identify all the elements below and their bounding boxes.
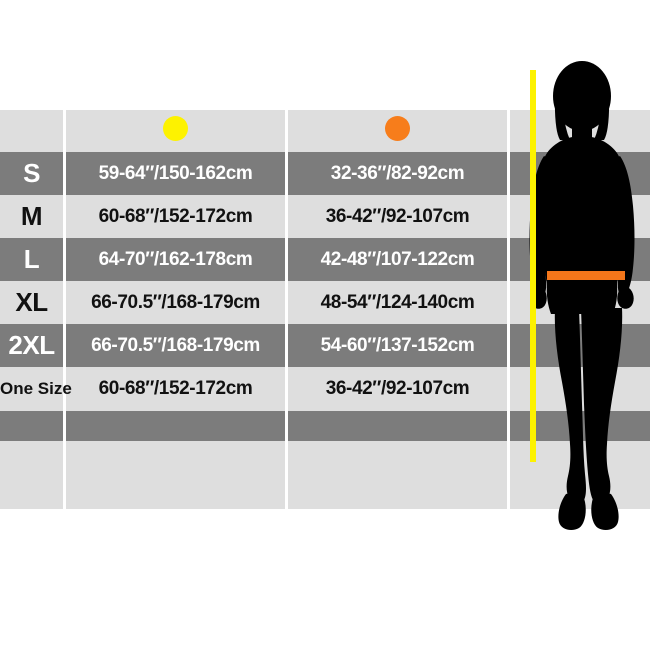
- figure-cell: [510, 281, 650, 324]
- bust-value: 54-60″/137-152cm: [288, 324, 510, 367]
- spacer-cell: [66, 441, 288, 509]
- size-label: One Size: [0, 367, 72, 411]
- table-row: L 64-70″/162-178cm 42-48″/107-122cm: [0, 238, 650, 281]
- figure-cell: [510, 152, 650, 195]
- figure-cell: [510, 195, 650, 238]
- table-spacer-row-dark: [0, 411, 650, 441]
- height-value: 66-70.5″/168-179cm: [66, 281, 288, 324]
- table-row: One Size 60-68″/152-172cm 36-42″/92-107c…: [0, 367, 650, 411]
- table-spacer-row-light: [0, 441, 650, 509]
- header-cell-size: [0, 110, 66, 152]
- height-value: 66-70.5″/168-179cm: [66, 324, 288, 367]
- yellow-dot-icon: [163, 116, 188, 142]
- bust-value: 42-48″/107-122cm: [288, 238, 510, 281]
- header-cell-bust: [288, 110, 510, 152]
- bust-value: 36-42″/92-107cm: [288, 195, 510, 238]
- height-value: 60-68″/152-172cm: [66, 195, 288, 238]
- bust-value: 36-42″/92-107cm: [288, 367, 510, 411]
- table-header-row: [0, 110, 650, 152]
- orange-dot-icon: [385, 116, 410, 142]
- bust-value: 48-54″/124-140cm: [288, 281, 510, 324]
- size-label: M: [0, 195, 66, 238]
- size-label: S: [0, 152, 66, 195]
- table-row: M 60-68″/152-172cm 36-42″/92-107cm: [0, 195, 650, 238]
- figure-cell: [510, 238, 650, 281]
- header-cell-figure: [510, 110, 650, 152]
- spacer-cell: [288, 411, 510, 441]
- table-row: 2XL 66-70.5″/168-179cm 54-60″/137-152cm: [0, 324, 650, 367]
- spacer-cell: [66, 411, 288, 441]
- figure-cell: [510, 324, 650, 367]
- spacer-cell: [0, 441, 66, 509]
- spacer-cell: [288, 441, 510, 509]
- size-label: 2XL: [0, 324, 66, 367]
- header-cell-height: [66, 110, 288, 152]
- height-value: 59-64″/150-162cm: [66, 152, 288, 195]
- table-row: XL 66-70.5″/168-179cm 48-54″/124-140cm: [0, 281, 650, 324]
- figure-cell: [510, 367, 650, 411]
- height-value: 60-68″/152-172cm: [66, 367, 288, 411]
- spacer-cell: [510, 441, 650, 509]
- size-chart-table: S 59-64″/150-162cm 32-36″/82-92cm M 60-6…: [0, 110, 650, 509]
- height-value: 64-70″/162-178cm: [66, 238, 288, 281]
- spacer-cell: [0, 411, 66, 441]
- bust-value: 32-36″/82-92cm: [288, 152, 510, 195]
- size-label: L: [0, 238, 66, 281]
- table-row: S 59-64″/150-162cm 32-36″/82-92cm: [0, 152, 650, 195]
- size-label: XL: [0, 281, 66, 324]
- spacer-cell: [510, 411, 650, 441]
